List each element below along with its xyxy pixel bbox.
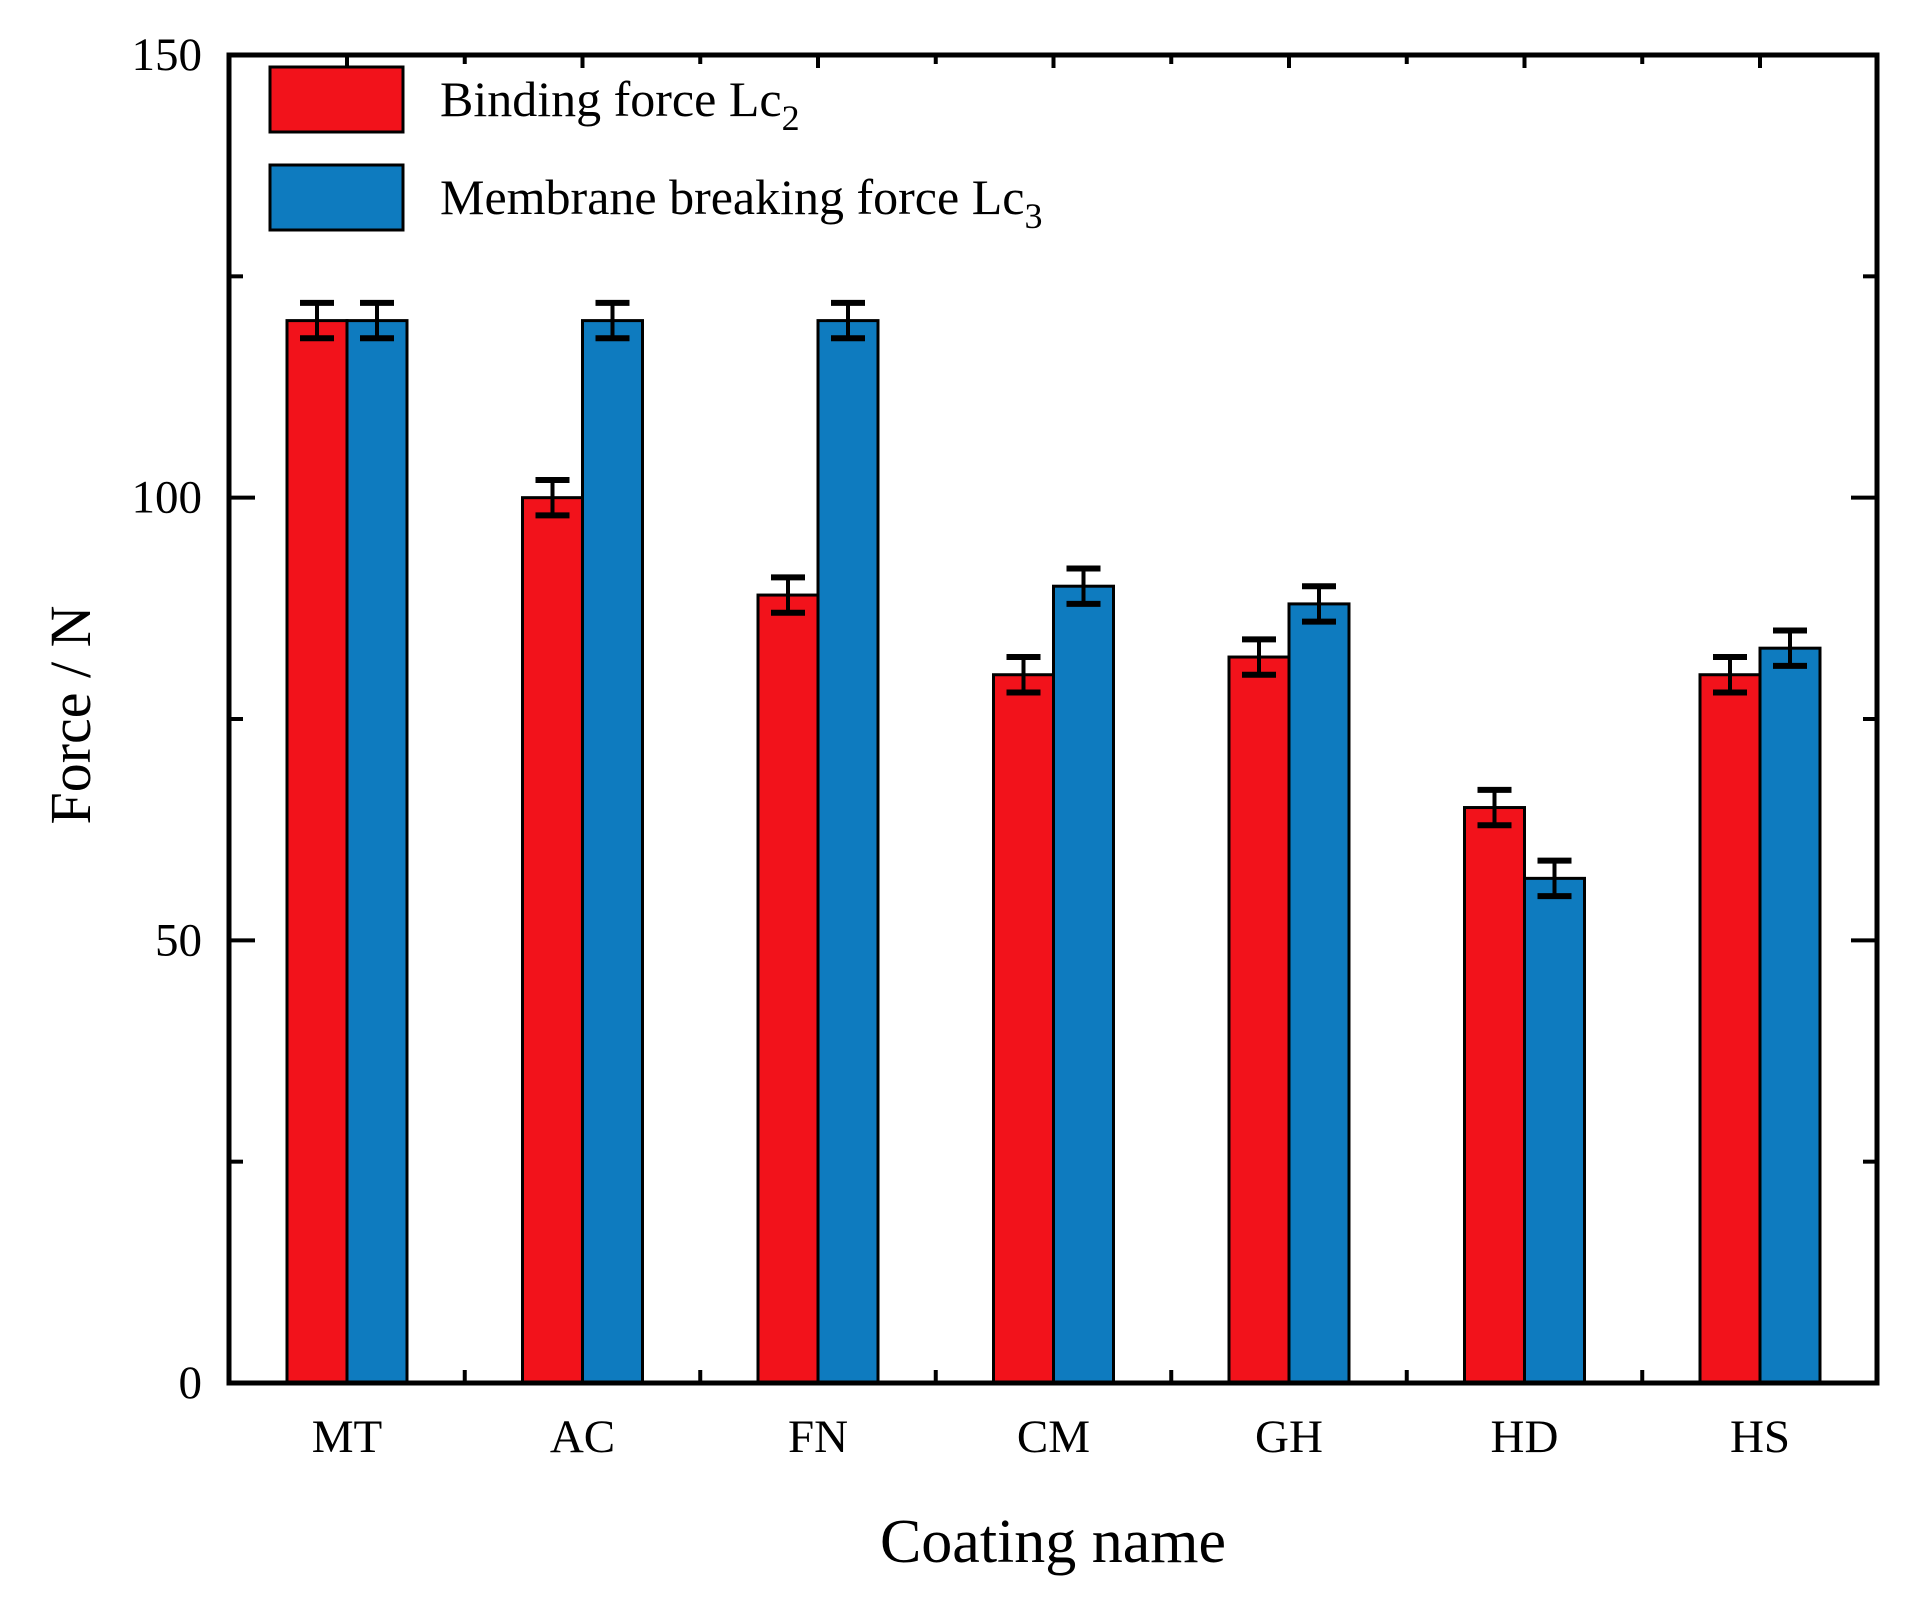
bar-MT-series2 <box>345 319 409 1385</box>
axes-group <box>226 52 1880 1386</box>
errorbar-FN-series2 <box>831 299 865 342</box>
legend-swatch-series2 <box>268 163 405 232</box>
bar-HS-series1 <box>1698 673 1762 1385</box>
bars-group <box>285 319 1822 1385</box>
legend-label-text: Binding force Lc <box>440 71 782 127</box>
x-tick-label-CM: CM <box>1017 1411 1090 1463</box>
x-tick-label-HD: HD <box>1491 1411 1559 1463</box>
bar-HS-series2 <box>1758 646 1822 1385</box>
errorbar-HS-series2 <box>1773 627 1807 669</box>
legend: Binding force Lc2 Membrane breaking force… <box>268 65 1042 236</box>
errorbar-FN-series1 <box>771 574 805 616</box>
legend-label-series2: Membrane breaking force Lc3 <box>440 169 1042 236</box>
errorbar-AC-series2 <box>595 299 630 342</box>
errorbar-GH-series1 <box>1242 636 1276 678</box>
bar-HD-series1 <box>1463 806 1526 1385</box>
legend-label-subscript: 3 <box>1024 196 1042 236</box>
bar-FN-series1 <box>756 593 820 1385</box>
errorbars-group <box>300 299 1807 900</box>
errorbar-CM-series2 <box>1066 565 1101 607</box>
errorbar-MT-series1 <box>300 299 334 342</box>
legend-label-subscript: 2 <box>782 98 800 138</box>
errorbar-HS-series1 <box>1713 654 1747 696</box>
y-tick-label-0: 0 <box>179 1357 203 1409</box>
legend-swatch-series1 <box>268 65 405 134</box>
bar-FN-series2 <box>816 319 880 1385</box>
errorbar-CM-series1 <box>1006 654 1041 696</box>
bar-GH-series2 <box>1287 602 1351 1385</box>
y-tick-label-100: 100 <box>132 472 203 524</box>
errorbar-MT-series2 <box>360 299 394 342</box>
bar-AC-series1 <box>521 496 584 1385</box>
x-tick-label-GH: GH <box>1255 1411 1323 1463</box>
y-axis-title: Force / N <box>38 605 103 824</box>
labels-group: 0 50 100 150 MT AC FN CM GH HD HS Coating name Force… <box>38 29 1790 1576</box>
y-tick-label-50: 50 <box>155 914 202 966</box>
bar-CM-series2 <box>1052 584 1115 1385</box>
x-tick-label-FN: FN <box>788 1411 848 1463</box>
bar-GH-series1 <box>1227 655 1291 1385</box>
errorbar-GH-series2 <box>1302 583 1336 625</box>
x-tick-label-MT: MT <box>312 1411 383 1463</box>
x-tick-label-HS: HS <box>1730 1411 1790 1463</box>
legend-label-series1: Binding force Lc2 <box>440 71 800 138</box>
bar-CM-series1 <box>992 673 1055 1385</box>
x-tick-label-AC: AC <box>550 1411 615 1463</box>
errorbar-HD-series1 <box>1477 786 1512 829</box>
errorbar-AC-series1 <box>535 476 570 519</box>
legend-label-text: Membrane breaking force Lc <box>440 169 1024 225</box>
bar-MT-series1 <box>285 319 349 1385</box>
bar-HD-series2 <box>1523 876 1586 1385</box>
errorbar-HD-series2 <box>1537 857 1572 900</box>
y-tick-label-150: 150 <box>132 29 203 81</box>
x-axis-title: Coating name <box>880 1508 1226 1576</box>
bar-AC-series2 <box>581 319 644 1385</box>
